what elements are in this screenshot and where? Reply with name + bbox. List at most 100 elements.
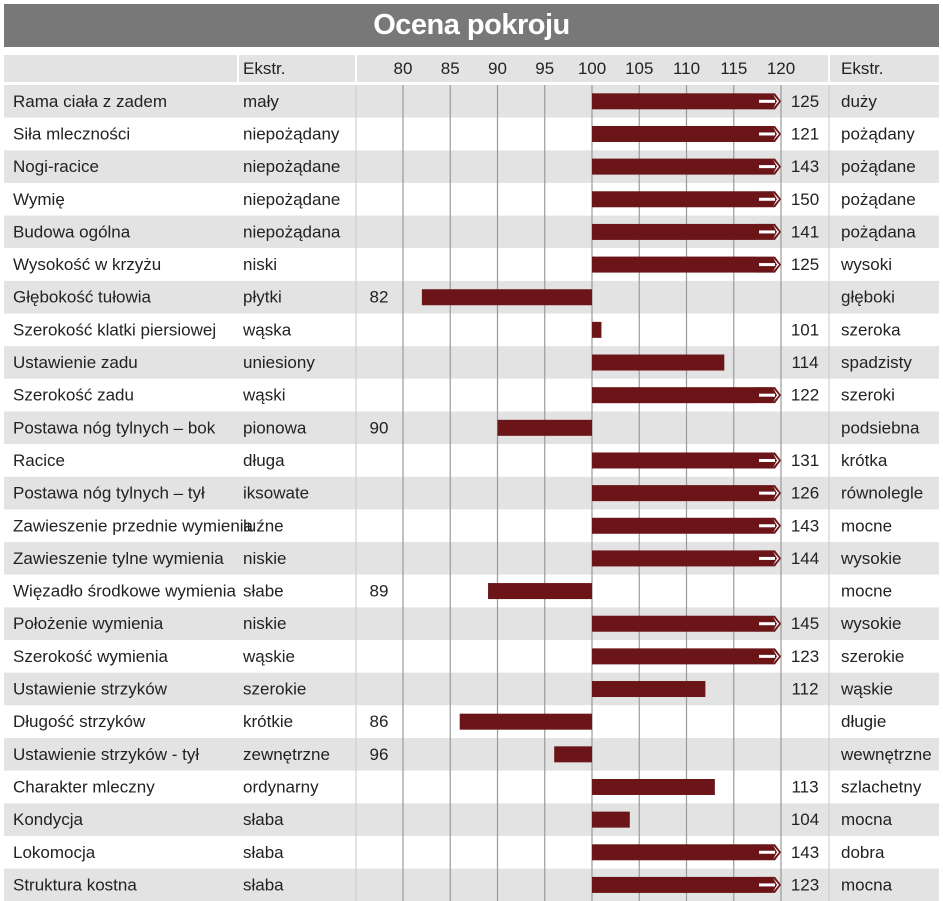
row-trait-label: Więzadło środkowe wymienia bbox=[13, 582, 237, 601]
row-bg bbox=[4, 117, 939, 151]
row-trait-label: Szerokość zadu bbox=[13, 386, 134, 405]
row-bg bbox=[4, 411, 939, 445]
bar-value-label: 90 bbox=[370, 418, 389, 437]
row-bg bbox=[4, 509, 939, 543]
x-tick-label: 95 bbox=[535, 59, 554, 78]
bar-overflow-stripe bbox=[759, 132, 775, 136]
bar bbox=[592, 648, 755, 665]
bar-value-label: 104 bbox=[791, 810, 819, 829]
row-trait-label: Szerokość wymienia bbox=[13, 647, 168, 666]
bar-value-label: 112 bbox=[791, 680, 818, 699]
row-low-extreme: uniesiony bbox=[243, 353, 315, 372]
row-bg bbox=[4, 476, 939, 510]
row-low-extreme: słaba bbox=[243, 843, 284, 862]
header-separator bbox=[355, 55, 357, 82]
row-trait-label: Zawieszenie tylne wymienia bbox=[13, 549, 224, 568]
row-high-extreme: szeroka bbox=[841, 320, 901, 339]
bar bbox=[497, 419, 592, 436]
header-right-extreme: Ekstr. bbox=[841, 59, 884, 78]
header-separator bbox=[237, 55, 239, 82]
bar-value-label: 96 bbox=[370, 745, 389, 764]
row-trait-label: Długość strzyków bbox=[13, 712, 146, 731]
bar-arrow-highlight bbox=[773, 551, 779, 566]
row-high-extreme: długie bbox=[841, 712, 886, 731]
bar bbox=[592, 811, 630, 828]
bar bbox=[592, 387, 755, 404]
bar-arrow-highlight bbox=[773, 877, 779, 892]
row-trait-label: Budowa ogólna bbox=[13, 222, 131, 241]
bar-arrow-highlight bbox=[773, 192, 779, 207]
row-bg bbox=[4, 346, 939, 379]
row-bg bbox=[4, 313, 939, 347]
row-low-extreme: zewnętrzne bbox=[243, 745, 330, 764]
bar bbox=[592, 550, 755, 567]
bar bbox=[592, 354, 725, 371]
bar-arrow-highlight bbox=[773, 616, 779, 631]
row-low-extreme: niskie bbox=[243, 614, 286, 633]
bar-value-label: 150 bbox=[791, 190, 819, 209]
row-trait-label: Rama ciała z zadem bbox=[13, 92, 167, 111]
row-bg bbox=[4, 868, 939, 901]
row-low-extreme: niski bbox=[243, 255, 277, 274]
row-high-extreme: mocne bbox=[841, 516, 892, 535]
bar bbox=[592, 485, 755, 502]
row-trait-label: Struktura kostna bbox=[13, 875, 137, 894]
row-high-extreme: mocna bbox=[841, 875, 893, 894]
row-high-extreme: szlachetny bbox=[841, 777, 922, 796]
row-bg bbox=[4, 607, 939, 641]
row-high-extreme: wysoki bbox=[840, 255, 892, 274]
row-high-extreme: głęboki bbox=[841, 288, 895, 307]
x-tick-label: 105 bbox=[625, 59, 653, 78]
row-high-extreme: duży bbox=[841, 92, 877, 111]
bar-value-label: 82 bbox=[370, 288, 389, 307]
bar-overflow-stripe bbox=[759, 654, 775, 658]
row-trait-label: Nogi-racice bbox=[13, 157, 99, 176]
bar-value-label: 86 bbox=[370, 712, 389, 731]
bar-value-label: 125 bbox=[791, 255, 819, 274]
bar-arrow-highlight bbox=[773, 257, 779, 272]
row-trait-label: Położenie wymienia bbox=[13, 614, 164, 633]
row-bg bbox=[4, 150, 939, 183]
bar-value-label: 143 bbox=[791, 516, 819, 535]
row-low-extreme: słabe bbox=[243, 582, 284, 601]
bar-value-label: 121 bbox=[791, 124, 819, 143]
row-low-extreme: wąskie bbox=[242, 647, 295, 666]
bar-value-label: 101 bbox=[791, 320, 819, 339]
row-low-extreme: szerokie bbox=[243, 680, 306, 699]
bar-overflow-stripe bbox=[759, 850, 775, 854]
row-low-extreme: niepożądany bbox=[243, 124, 340, 143]
row-high-extreme: mocna bbox=[841, 810, 893, 829]
bar-overflow-stripe bbox=[759, 458, 775, 462]
row-low-extreme: niepożądana bbox=[243, 222, 341, 241]
row-high-extreme: krótka bbox=[841, 451, 888, 470]
row-high-extreme: pożądana bbox=[841, 222, 916, 241]
bar-arrow-highlight bbox=[773, 845, 779, 860]
bar-value-label: 122 bbox=[791, 386, 819, 405]
row-bg bbox=[4, 770, 939, 804]
bar bbox=[592, 223, 755, 240]
row-bg bbox=[4, 672, 939, 706]
row-low-extreme: niskie bbox=[243, 549, 286, 568]
row-high-extreme: pożądany bbox=[841, 124, 915, 143]
row-trait-label: Siła mleczności bbox=[13, 124, 130, 143]
x-tick-label: 90 bbox=[488, 59, 507, 78]
bar-value-label: 126 bbox=[791, 484, 819, 503]
bar-overflow-stripe bbox=[759, 491, 775, 495]
bar-value-label: 143 bbox=[791, 843, 819, 862]
header-separator bbox=[828, 55, 830, 82]
row-bg bbox=[4, 444, 939, 477]
bar bbox=[592, 321, 602, 338]
bar-overflow-stripe bbox=[759, 393, 775, 397]
bar-arrow-highlight bbox=[773, 159, 779, 174]
x-tick-label: 110 bbox=[673, 59, 700, 78]
x-tick-label: 100 bbox=[578, 59, 606, 78]
row-trait-label: Głębokość tułowia bbox=[13, 288, 152, 307]
row-bg bbox=[4, 182, 939, 216]
bar bbox=[592, 615, 755, 632]
row-high-extreme: pożądane bbox=[841, 157, 916, 176]
row-high-extreme: pożądane bbox=[841, 190, 916, 209]
row-low-extreme: ordynarny bbox=[243, 777, 319, 796]
bar bbox=[592, 191, 755, 208]
row-bg bbox=[4, 542, 939, 575]
